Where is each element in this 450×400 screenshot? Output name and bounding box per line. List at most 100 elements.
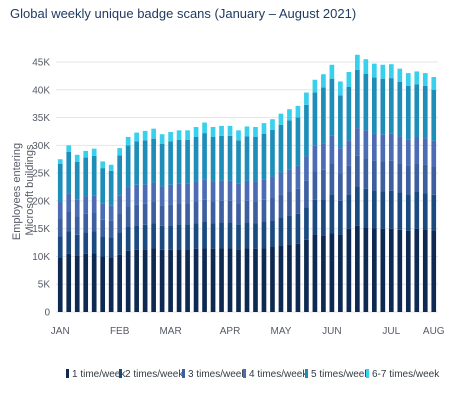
bar-segment bbox=[287, 169, 292, 192]
bar-segment bbox=[227, 248, 233, 312]
bar-segment bbox=[125, 137, 131, 146]
bar-segment bbox=[405, 139, 411, 166]
bar-segment bbox=[83, 196, 89, 214]
bar-segment bbox=[278, 194, 284, 218]
legend: 1 time/week 2 times/week 3 times/week 4 tim… bbox=[66, 369, 440, 380]
bar-segment bbox=[219, 248, 224, 312]
bar-segment bbox=[346, 228, 352, 312]
bar-segment bbox=[329, 194, 335, 234]
bar-segment bbox=[134, 249, 139, 312]
bar-segment bbox=[329, 233, 335, 312]
chart-title: Global weekly unique badge scans (Januar… bbox=[10, 6, 357, 21]
bar-segment bbox=[210, 127, 216, 137]
bar-segment bbox=[244, 248, 250, 312]
bar-segment bbox=[380, 191, 386, 229]
bar-segment bbox=[108, 205, 114, 221]
bar-segment bbox=[304, 156, 309, 181]
bar-segment bbox=[405, 85, 411, 140]
bar-segment bbox=[253, 223, 258, 249]
bar-segment bbox=[117, 213, 123, 233]
bar-segment bbox=[151, 138, 156, 183]
bar-segment bbox=[346, 140, 352, 166]
bar-segment bbox=[346, 165, 352, 195]
bar-segment bbox=[202, 122, 207, 134]
bar-segment bbox=[134, 204, 139, 226]
y-tick-label: 15K bbox=[32, 224, 50, 235]
bar-segment bbox=[397, 136, 403, 164]
bar-segment bbox=[321, 143, 326, 170]
bar-segment bbox=[397, 229, 403, 312]
bar-segment bbox=[74, 199, 80, 217]
bar-segment bbox=[227, 125, 233, 136]
bar-segment bbox=[312, 234, 318, 312]
bar-segment bbox=[117, 148, 123, 156]
bar-segment bbox=[363, 59, 369, 74]
bar-segment bbox=[159, 134, 165, 144]
bar-segment bbox=[321, 235, 326, 312]
legend-label: 5 times/week bbox=[311, 369, 370, 380]
bar-segment bbox=[202, 133, 207, 180]
bar-segment bbox=[168, 204, 173, 226]
y-axis-title-line-2: Microsoft buildings bbox=[24, 144, 36, 236]
bar-segment bbox=[431, 166, 437, 195]
bar-segment bbox=[380, 228, 386, 312]
bar-segment bbox=[380, 64, 386, 79]
bar-segment bbox=[66, 253, 72, 312]
bar-segment bbox=[108, 237, 114, 258]
bar-segment bbox=[422, 73, 428, 86]
bar-segment bbox=[363, 188, 369, 228]
bar-segment bbox=[355, 187, 360, 226]
bar-segment bbox=[431, 230, 437, 312]
bar-segment bbox=[261, 179, 267, 200]
bar-segment bbox=[380, 161, 386, 192]
bar-segment bbox=[355, 225, 360, 312]
x-tick-label: APR bbox=[220, 326, 241, 337]
bar-segment bbox=[66, 145, 72, 152]
bar-segment bbox=[253, 201, 258, 224]
bar-segment bbox=[253, 248, 258, 312]
bar-segment bbox=[142, 249, 148, 312]
bar-segment bbox=[210, 223, 216, 249]
bar-segment bbox=[295, 243, 301, 312]
bar-segment bbox=[219, 135, 224, 181]
bar-segment bbox=[380, 134, 386, 162]
bar-segment bbox=[83, 157, 89, 197]
bar-segment bbox=[83, 213, 89, 233]
bar-segment bbox=[176, 224, 182, 250]
bar-segment bbox=[210, 181, 216, 202]
bar-segment bbox=[125, 227, 131, 251]
bar-segment bbox=[168, 225, 173, 250]
legend-swatch bbox=[366, 369, 369, 378]
bar-segment bbox=[363, 227, 369, 312]
bar-segment bbox=[74, 255, 80, 312]
bar-segment bbox=[405, 73, 411, 86]
bar-segment bbox=[295, 117, 301, 166]
x-tick-label: AUG bbox=[423, 326, 445, 337]
legend-swatch bbox=[119, 369, 122, 378]
bar-segment bbox=[202, 248, 207, 312]
bar-segment bbox=[168, 132, 173, 142]
bar-segment bbox=[151, 248, 156, 312]
bar-segment bbox=[159, 249, 165, 312]
bar-segment bbox=[304, 207, 309, 240]
bar-segment bbox=[287, 120, 292, 170]
bar-segment bbox=[57, 163, 63, 202]
bar-segment bbox=[278, 245, 284, 312]
bar-segment bbox=[74, 234, 80, 256]
bar-segment bbox=[91, 212, 97, 232]
bar-segment bbox=[422, 164, 428, 194]
bar-segment bbox=[83, 253, 89, 312]
bar-segment bbox=[142, 224, 148, 250]
bar-segment bbox=[304, 239, 309, 312]
bar-segment bbox=[117, 195, 123, 214]
bar-segment bbox=[57, 218, 63, 237]
bar-segment bbox=[261, 222, 267, 249]
legend-label: 6-7 times/week bbox=[372, 369, 440, 380]
bar-segment bbox=[321, 199, 326, 236]
bar-segment bbox=[388, 190, 394, 229]
bar-segment bbox=[202, 199, 207, 222]
bar-segment bbox=[142, 203, 148, 225]
bar-segment bbox=[431, 89, 437, 141]
bar-segment bbox=[380, 78, 386, 135]
